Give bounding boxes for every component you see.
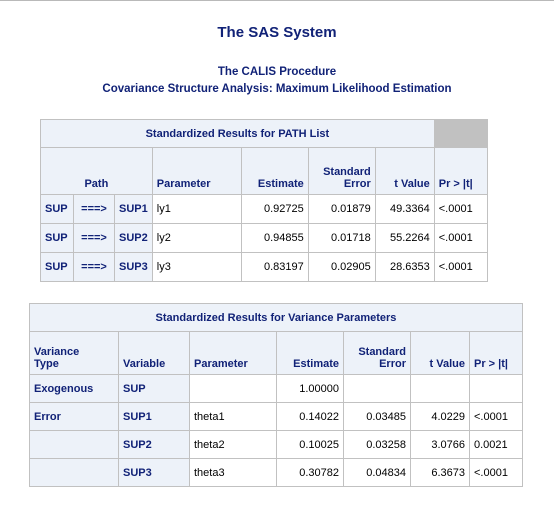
estimate-cell: 0.30782 [277, 459, 343, 486]
parameter-cell: theta2 [190, 431, 276, 458]
estimate-cell: 1.00000 [277, 375, 343, 402]
column-header-estimate: Estimate [277, 332, 343, 374]
std-error-cell: 0.02905 [309, 253, 375, 281]
table-caption-row: Standardized Results for Variance Parame… [30, 304, 522, 331]
t-value-cell [411, 375, 469, 402]
column-header-variable: Variable [119, 332, 189, 374]
path-arrow: ===> [74, 253, 114, 281]
t-value-cell: 49.3364 [376, 195, 434, 223]
table-row: SUP2 theta2 0.10025 0.03258 3.0766 0.002… [30, 431, 522, 458]
table-row: SUP ===> SUP2 ly2 0.94855 0.01718 55.226… [41, 224, 487, 252]
path-results-table: Standardized Results for PATH List Path … [40, 119, 488, 282]
table-row: SUP ===> SUP3 ly3 0.83197 0.02905 28.635… [41, 253, 487, 281]
std-error-cell [344, 375, 410, 402]
variance-type-cell: Exogenous [30, 375, 118, 402]
variance-type-header-line2: Type [34, 358, 114, 370]
std-error-header-line2: Error [348, 358, 406, 370]
path-arrow: ===> [74, 195, 114, 223]
column-header-parameter: Parameter [153, 148, 241, 194]
table-row: SUP ===> SUP1 ly1 0.92725 0.01879 49.336… [41, 195, 487, 223]
table-row: Error SUP1 theta1 0.14022 0.03485 4.0229… [30, 403, 522, 430]
parameter-cell: ly1 [153, 195, 241, 223]
variable-cell: SUP2 [119, 431, 189, 458]
estimate-cell: 0.83197 [242, 253, 308, 281]
estimate-cell: 0.92725 [242, 195, 308, 223]
path-to: SUP1 [115, 195, 152, 223]
column-header-t-value: t Value [411, 332, 469, 374]
t-value-cell: 3.0766 [411, 431, 469, 458]
std-error-cell: 0.01718 [309, 224, 375, 252]
t-value-cell: 55.2264 [376, 224, 434, 252]
p-value-cell: <.0001 [435, 224, 487, 252]
path-from: SUP [41, 253, 73, 281]
column-header-parameter: Parameter [190, 332, 276, 374]
parameter-cell: ly3 [153, 253, 241, 281]
path-to: SUP3 [115, 253, 152, 281]
variance-type-cell [30, 459, 118, 486]
variable-cell: SUP [119, 375, 189, 402]
path-from: SUP [41, 195, 73, 223]
page-title: The SAS System [0, 24, 554, 41]
column-header-p-value: Pr > |t| [435, 148, 487, 194]
table-row: Exogenous SUP 1.00000 [30, 375, 522, 402]
procedure-title: The CALIS Procedure [0, 66, 554, 78]
column-header-t-value: t Value [376, 148, 434, 194]
table-caption: Standardized Results for PATH List [41, 120, 434, 147]
variance-type-header-line1: Variance [34, 346, 114, 358]
path-from: SUP [41, 224, 73, 252]
p-value-cell [470, 375, 522, 402]
column-header-estimate: Estimate [242, 148, 308, 194]
t-value-cell: 6.3673 [411, 459, 469, 486]
table-caption-row: Standardized Results for PATH List [41, 120, 487, 147]
table-row: SUP3 theta3 0.30782 0.04834 6.3673 <.000… [30, 459, 522, 486]
parameter-cell [190, 375, 276, 402]
top-border [0, 0, 554, 1]
variable-cell: SUP3 [119, 459, 189, 486]
parameter-cell: theta3 [190, 459, 276, 486]
path-to: SUP2 [115, 224, 152, 252]
estimate-cell: 0.94855 [242, 224, 308, 252]
std-error-header-line1: Standard [348, 346, 406, 358]
table-header-row: Variance Type Variable Parameter Estimat… [30, 332, 522, 374]
std-error-cell: 0.03258 [344, 431, 410, 458]
t-value-cell: 4.0229 [411, 403, 469, 430]
p-value-cell: 0.0021 [470, 431, 522, 458]
column-header-path: Path [41, 148, 152, 194]
p-value-cell: <.0001 [435, 253, 487, 281]
table-caption: Standardized Results for Variance Parame… [30, 304, 522, 331]
std-error-cell: 0.01879 [309, 195, 375, 223]
analysis-subtitle: Covariance Structure Analysis: Maximum L… [0, 83, 554, 95]
variance-type-cell [30, 431, 118, 458]
std-error-cell: 0.04834 [344, 459, 410, 486]
column-header-p-value: Pr > |t| [470, 332, 522, 374]
p-value-cell: <.0001 [470, 459, 522, 486]
variance-type-cell: Error [30, 403, 118, 430]
variance-results-table: Standardized Results for Variance Parame… [29, 303, 523, 487]
parameter-cell: ly2 [153, 224, 241, 252]
p-value-cell: <.0001 [470, 403, 522, 430]
path-arrow: ===> [74, 224, 114, 252]
p-value-cell: <.0001 [435, 195, 487, 223]
column-header-std-error: Standard Error [344, 332, 410, 374]
std-error-cell: 0.03485 [344, 403, 410, 430]
parameter-cell: theta1 [190, 403, 276, 430]
variable-cell: SUP1 [119, 403, 189, 430]
column-header-std-error: Standard Error [309, 148, 375, 194]
column-header-variance-type: Variance Type [30, 332, 118, 374]
estimate-cell: 0.14022 [277, 403, 343, 430]
table-header-row: Path Parameter Estimate Standard Error t… [41, 148, 487, 194]
t-value-cell: 28.6353 [376, 253, 434, 281]
std-error-header-line1: Standard [313, 166, 371, 178]
std-error-header-line2: Error [313, 178, 371, 190]
estimate-cell: 0.10025 [277, 431, 343, 458]
